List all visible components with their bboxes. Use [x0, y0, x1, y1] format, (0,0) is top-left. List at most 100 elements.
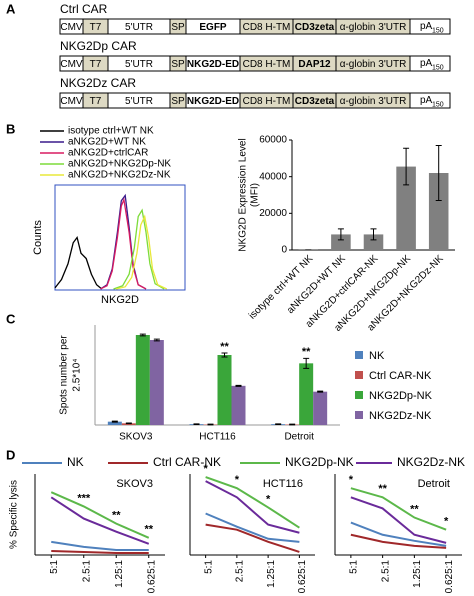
error-bar	[370, 228, 377, 241]
bar	[299, 363, 314, 425]
polya-label: pA	[420, 95, 433, 106]
y-axis-label: Spots number per	[59, 335, 70, 415]
y-tick-label: 40000	[259, 171, 287, 182]
x-tick-label: SKOV3	[119, 432, 153, 443]
y-tick-label: 0	[281, 245, 287, 256]
segment-label: SP	[171, 96, 185, 107]
significance: *	[266, 493, 271, 505]
bar	[107, 421, 122, 425]
legend-label: Ctrl CAR-NK	[369, 370, 432, 382]
polya-sub: 150	[432, 64, 444, 71]
significance: *	[444, 516, 449, 528]
segment-label: SP	[171, 22, 185, 33]
legend-label: NK	[67, 455, 84, 469]
x-tick-label: 5:1	[349, 560, 360, 574]
construct-segment	[409, 92, 451, 109]
y-axis-label: NKG2D Expression Level	[238, 138, 249, 251]
legend-label: aNKG2D+NKG2Dp-NK	[68, 159, 171, 170]
legend-swatch	[355, 391, 363, 399]
error-bar	[207, 423, 214, 426]
series-line	[50, 491, 150, 539]
error-bar	[221, 352, 228, 358]
legend-label: aNKG2D+ctrlCAR	[68, 148, 148, 159]
significance: **	[410, 503, 419, 515]
x-tick-label: 0.625:1	[297, 560, 308, 594]
segment-label: EGFP	[199, 22, 227, 33]
chart-title: Detroit	[418, 478, 450, 490]
segment-label: 5'UTR	[125, 22, 153, 33]
significance: ***	[77, 492, 91, 504]
legend-label: NKG2Dp-NK	[285, 455, 354, 469]
segment-label: α-globin 3'UTR	[340, 96, 407, 107]
panel-label: D	[6, 447, 15, 462]
x-tick-label: 2.5:1	[235, 560, 246, 583]
series-line	[350, 533, 447, 549]
panel-label: C	[6, 311, 16, 326]
error-bar	[193, 423, 200, 425]
construct-segment	[409, 18, 451, 35]
segment-label: CD8 H-TM	[243, 22, 291, 33]
construct-name: NKG2Dz CAR	[60, 76, 136, 90]
segment-label: α-globin 3'UTR	[340, 22, 407, 33]
x-axis-label: NKG2D	[101, 294, 139, 306]
bar	[396, 166, 416, 250]
significance: **	[220, 341, 229, 353]
plot-frame	[54, 184, 186, 291]
construct-name: Ctrl CAR	[60, 2, 108, 16]
x-tick-label: Detroit	[284, 432, 314, 443]
bar	[121, 423, 136, 425]
significance: **	[144, 524, 153, 536]
error-bar	[317, 390, 324, 393]
segment-label: α-globin 3'UTR	[340, 59, 407, 70]
legend-swatch	[355, 371, 363, 379]
segment-label: NKG2D-ED	[187, 96, 239, 107]
segment-label: T7	[90, 22, 102, 33]
segment-label: 5'UTR	[125, 96, 153, 107]
y-tick-label: 20000	[259, 208, 287, 219]
x-tick-label: 1.25:1	[412, 560, 423, 588]
significance: *	[349, 474, 354, 486]
polya-label: pA	[420, 58, 433, 69]
segment-label: CMV	[60, 59, 83, 70]
legend-label: NKG2Dz-NK	[397, 455, 465, 469]
x-tick-label: 5:1	[49, 560, 60, 574]
error-bar	[111, 420, 118, 423]
series-line	[205, 523, 300, 553]
x-tick-label: HCT116	[199, 432, 236, 443]
significance: **	[302, 346, 311, 358]
x-tick-label: 2.5:1	[81, 560, 92, 583]
density-curve	[100, 197, 147, 290]
density-curve	[113, 208, 165, 290]
error-bar	[235, 384, 242, 387]
density-curve	[100, 193, 147, 290]
error-bar	[125, 422, 132, 425]
segment-label: CMV	[60, 22, 83, 33]
legend-label: aNKG2D+NKG2Dz-NK	[68, 170, 171, 181]
y-tick-label: 60000	[259, 135, 287, 146]
segment-label: T7	[90, 59, 102, 70]
series-line	[350, 487, 447, 531]
significance: *	[235, 474, 240, 486]
x-tick-label: 5:1	[203, 560, 214, 574]
error-bar	[435, 145, 442, 201]
construct-segment	[409, 55, 451, 72]
legend-label: NKG2Dz-NK	[369, 410, 432, 422]
x-tick-label: 0.625:1	[146, 560, 157, 594]
error-bar	[153, 338, 160, 342]
segment-label: T7	[90, 96, 102, 107]
polya-sub: 150	[432, 101, 444, 108]
legend-label: Ctrl CAR-NK	[153, 455, 221, 469]
segment-label: 5'UTR	[125, 59, 153, 70]
y-axis-label: (MFI)	[250, 183, 261, 207]
series-line	[205, 476, 300, 529]
legend-label: NK	[369, 350, 385, 362]
bar	[363, 234, 384, 250]
series-line	[350, 521, 447, 547]
series-line	[350, 496, 447, 544]
error-bar	[337, 228, 344, 241]
bar	[217, 355, 232, 425]
segment-label: CD8 H-TM	[243, 59, 291, 70]
segment-label: CD3zeta	[295, 96, 335, 107]
x-tick-label: 0.625:1	[444, 560, 455, 594]
